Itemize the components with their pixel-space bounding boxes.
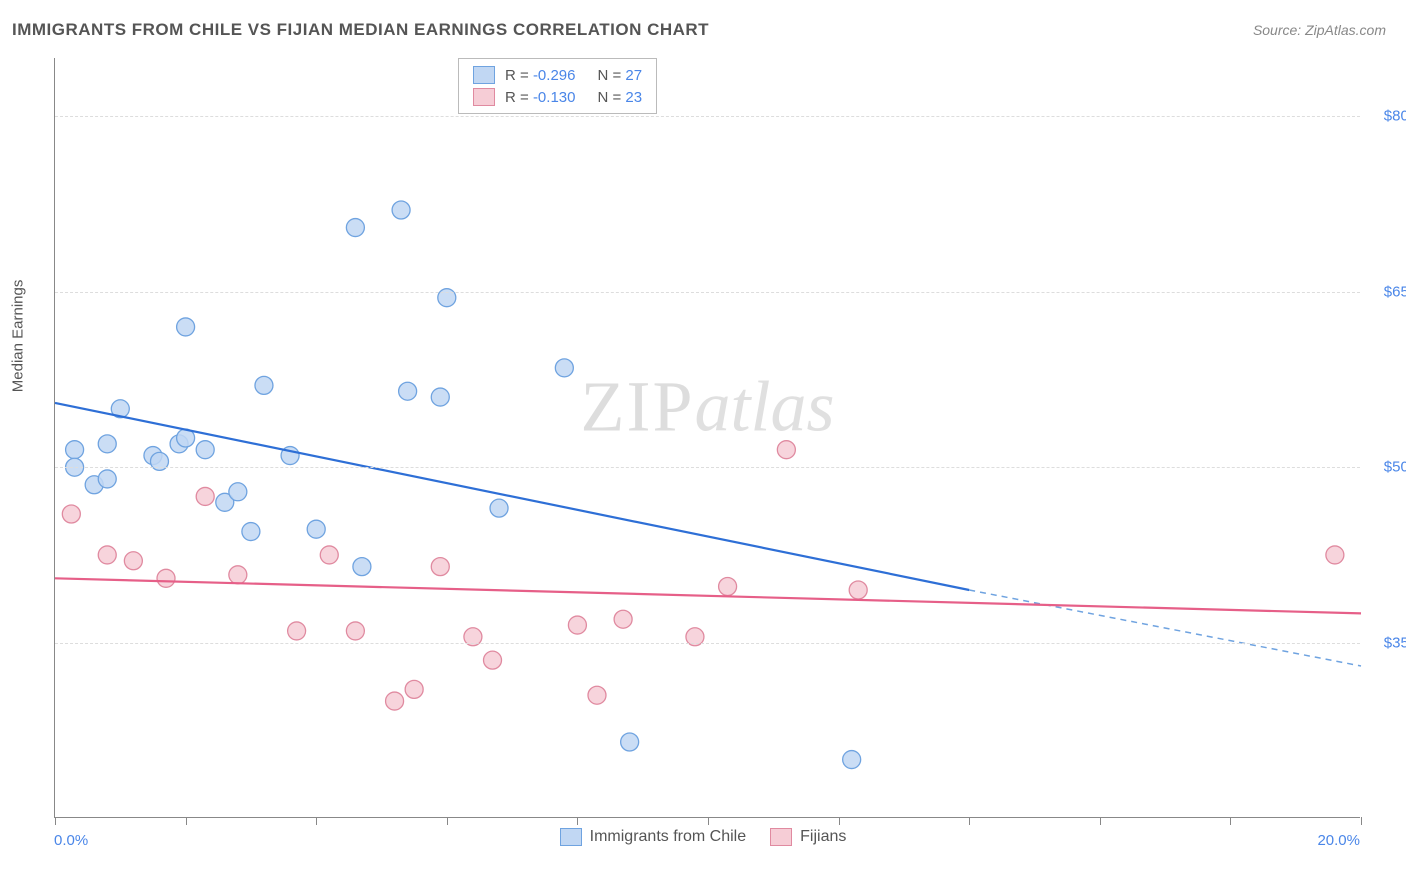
scatter-point [307,520,325,538]
x-tick [1361,817,1362,825]
scatter-point [320,546,338,564]
scatter-point [568,616,586,634]
x-tick [839,817,840,825]
scatter-point [229,483,247,501]
legend-swatch [473,66,495,84]
scatter-point [196,487,214,505]
scatter-point [196,441,214,459]
legend-series-label: Immigrants from Chile [590,828,746,846]
legend-n-label: N = 23 [597,89,642,106]
y-tick-label: $35,000 [1384,634,1406,651]
trend-extrapolation [969,590,1361,666]
legend-r-value: -0.130 [533,89,576,106]
legend-n-value: 27 [625,67,642,84]
scatter-point [431,558,449,576]
chart-container: IMMIGRANTS FROM CHILE VS FIJIAN MEDIAN E… [0,0,1406,892]
scatter-point [242,523,260,541]
x-tick [55,817,56,825]
x-tick [316,817,317,825]
scatter-point [399,382,417,400]
scatter-point [124,552,142,570]
legend-r-value: -0.296 [533,67,576,84]
scatter-point [288,622,306,640]
y-tick-label: $80,000 [1384,108,1406,125]
gridline [55,467,1360,468]
scatter-point [353,558,371,576]
scatter-point [719,577,737,595]
legend-correlation-row: R = -0.296 N = 27 [473,64,642,86]
x-tick [1100,817,1101,825]
source-attribution: Source: ZipAtlas.com [1253,22,1386,38]
trend-line [55,578,1361,613]
legend-series-label: Fijians [800,828,846,846]
scatter-point [62,505,80,523]
y-tick-label: $65,000 [1384,283,1406,300]
scatter-point [588,686,606,704]
scatter-point [346,622,364,640]
trend-line [55,403,969,590]
scatter-point [849,581,867,599]
scatter-point [614,610,632,628]
chart-svg [55,58,1360,817]
gridline [55,116,1360,117]
scatter-point [66,441,84,459]
legend-correlation: R = -0.296 N = 27 R = -0.130 N = 23 [458,58,657,114]
scatter-point [1326,546,1344,564]
scatter-point [392,201,410,219]
gridline [55,292,1360,293]
x-tick [969,817,970,825]
legend-swatch [560,828,582,846]
scatter-point [484,651,502,669]
scatter-point [490,499,508,517]
x-tick [1230,817,1231,825]
legend-series: Immigrants from Chile Fijians [0,828,1406,851]
legend-swatch [770,828,792,846]
scatter-point [346,219,364,237]
scatter-point [405,680,423,698]
legend-n-label: N = 27 [597,67,642,84]
scatter-point [98,435,116,453]
scatter-point [255,376,273,394]
scatter-point [229,566,247,584]
legend-correlation-row: R = -0.130 N = 23 [473,86,642,108]
scatter-point [177,318,195,336]
scatter-point [621,733,639,751]
scatter-point [98,546,116,564]
legend-series-item: Fijians [770,828,846,846]
x-tick [447,817,448,825]
scatter-point [843,751,861,769]
y-tick-label: $50,000 [1384,459,1406,476]
plot-area: ZIPatlas $35,000$50,000$65,000$80,000 [54,58,1360,818]
x-tick [577,817,578,825]
legend-n-value: 23 [625,89,642,106]
legend-series-item: Immigrants from Chile [560,828,746,846]
chart-title: IMMIGRANTS FROM CHILE VS FIJIAN MEDIAN E… [12,20,709,40]
legend-r-label: R = -0.296 [505,67,575,84]
gridline [55,643,1360,644]
scatter-point [777,441,795,459]
legend-r-label: R = -0.130 [505,89,575,106]
y-axis-title: Median Earnings [10,280,27,393]
scatter-point [98,470,116,488]
scatter-point [555,359,573,377]
x-tick [708,817,709,825]
scatter-point [386,692,404,710]
x-tick [186,817,187,825]
scatter-point [431,388,449,406]
scatter-point [157,569,175,587]
legend-swatch [473,88,495,106]
